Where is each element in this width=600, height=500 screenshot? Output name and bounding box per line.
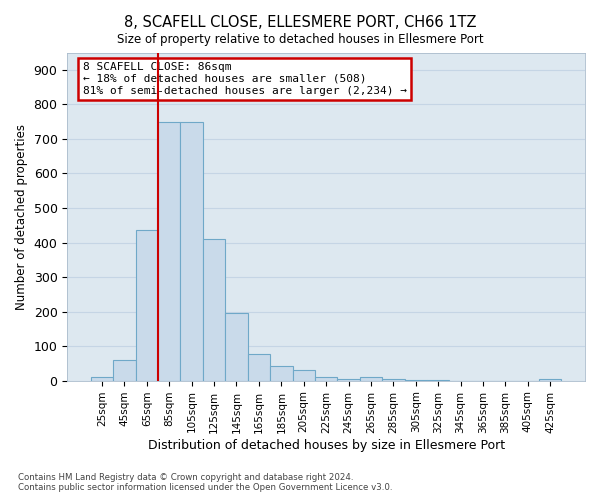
Bar — [203, 239, 225, 380]
Bar — [270, 366, 293, 380]
Bar — [248, 354, 270, 380]
Text: 8, SCAFELL CLOSE, ELLESMERE PORT, CH66 1TZ: 8, SCAFELL CLOSE, ELLESMERE PORT, CH66 1… — [124, 15, 476, 30]
Bar — [360, 378, 382, 380]
Y-axis label: Number of detached properties: Number of detached properties — [15, 124, 28, 310]
Text: Contains HM Land Registry data © Crown copyright and database right 2024.
Contai: Contains HM Land Registry data © Crown c… — [18, 473, 392, 492]
Bar — [136, 230, 158, 380]
X-axis label: Distribution of detached houses by size in Ellesmere Port: Distribution of detached houses by size … — [148, 440, 505, 452]
Bar — [225, 314, 248, 380]
Bar — [315, 378, 337, 380]
Bar — [293, 370, 315, 380]
Bar — [91, 378, 113, 380]
Bar — [181, 122, 203, 380]
Bar — [113, 360, 136, 380]
Bar — [337, 379, 360, 380]
Text: Size of property relative to detached houses in Ellesmere Port: Size of property relative to detached ho… — [116, 32, 484, 46]
Bar — [382, 379, 404, 380]
Bar — [539, 379, 562, 380]
Text: 8 SCAFELL CLOSE: 86sqm
← 18% of detached houses are smaller (508)
81% of semi-de: 8 SCAFELL CLOSE: 86sqm ← 18% of detached… — [83, 62, 407, 96]
Bar — [158, 122, 181, 380]
